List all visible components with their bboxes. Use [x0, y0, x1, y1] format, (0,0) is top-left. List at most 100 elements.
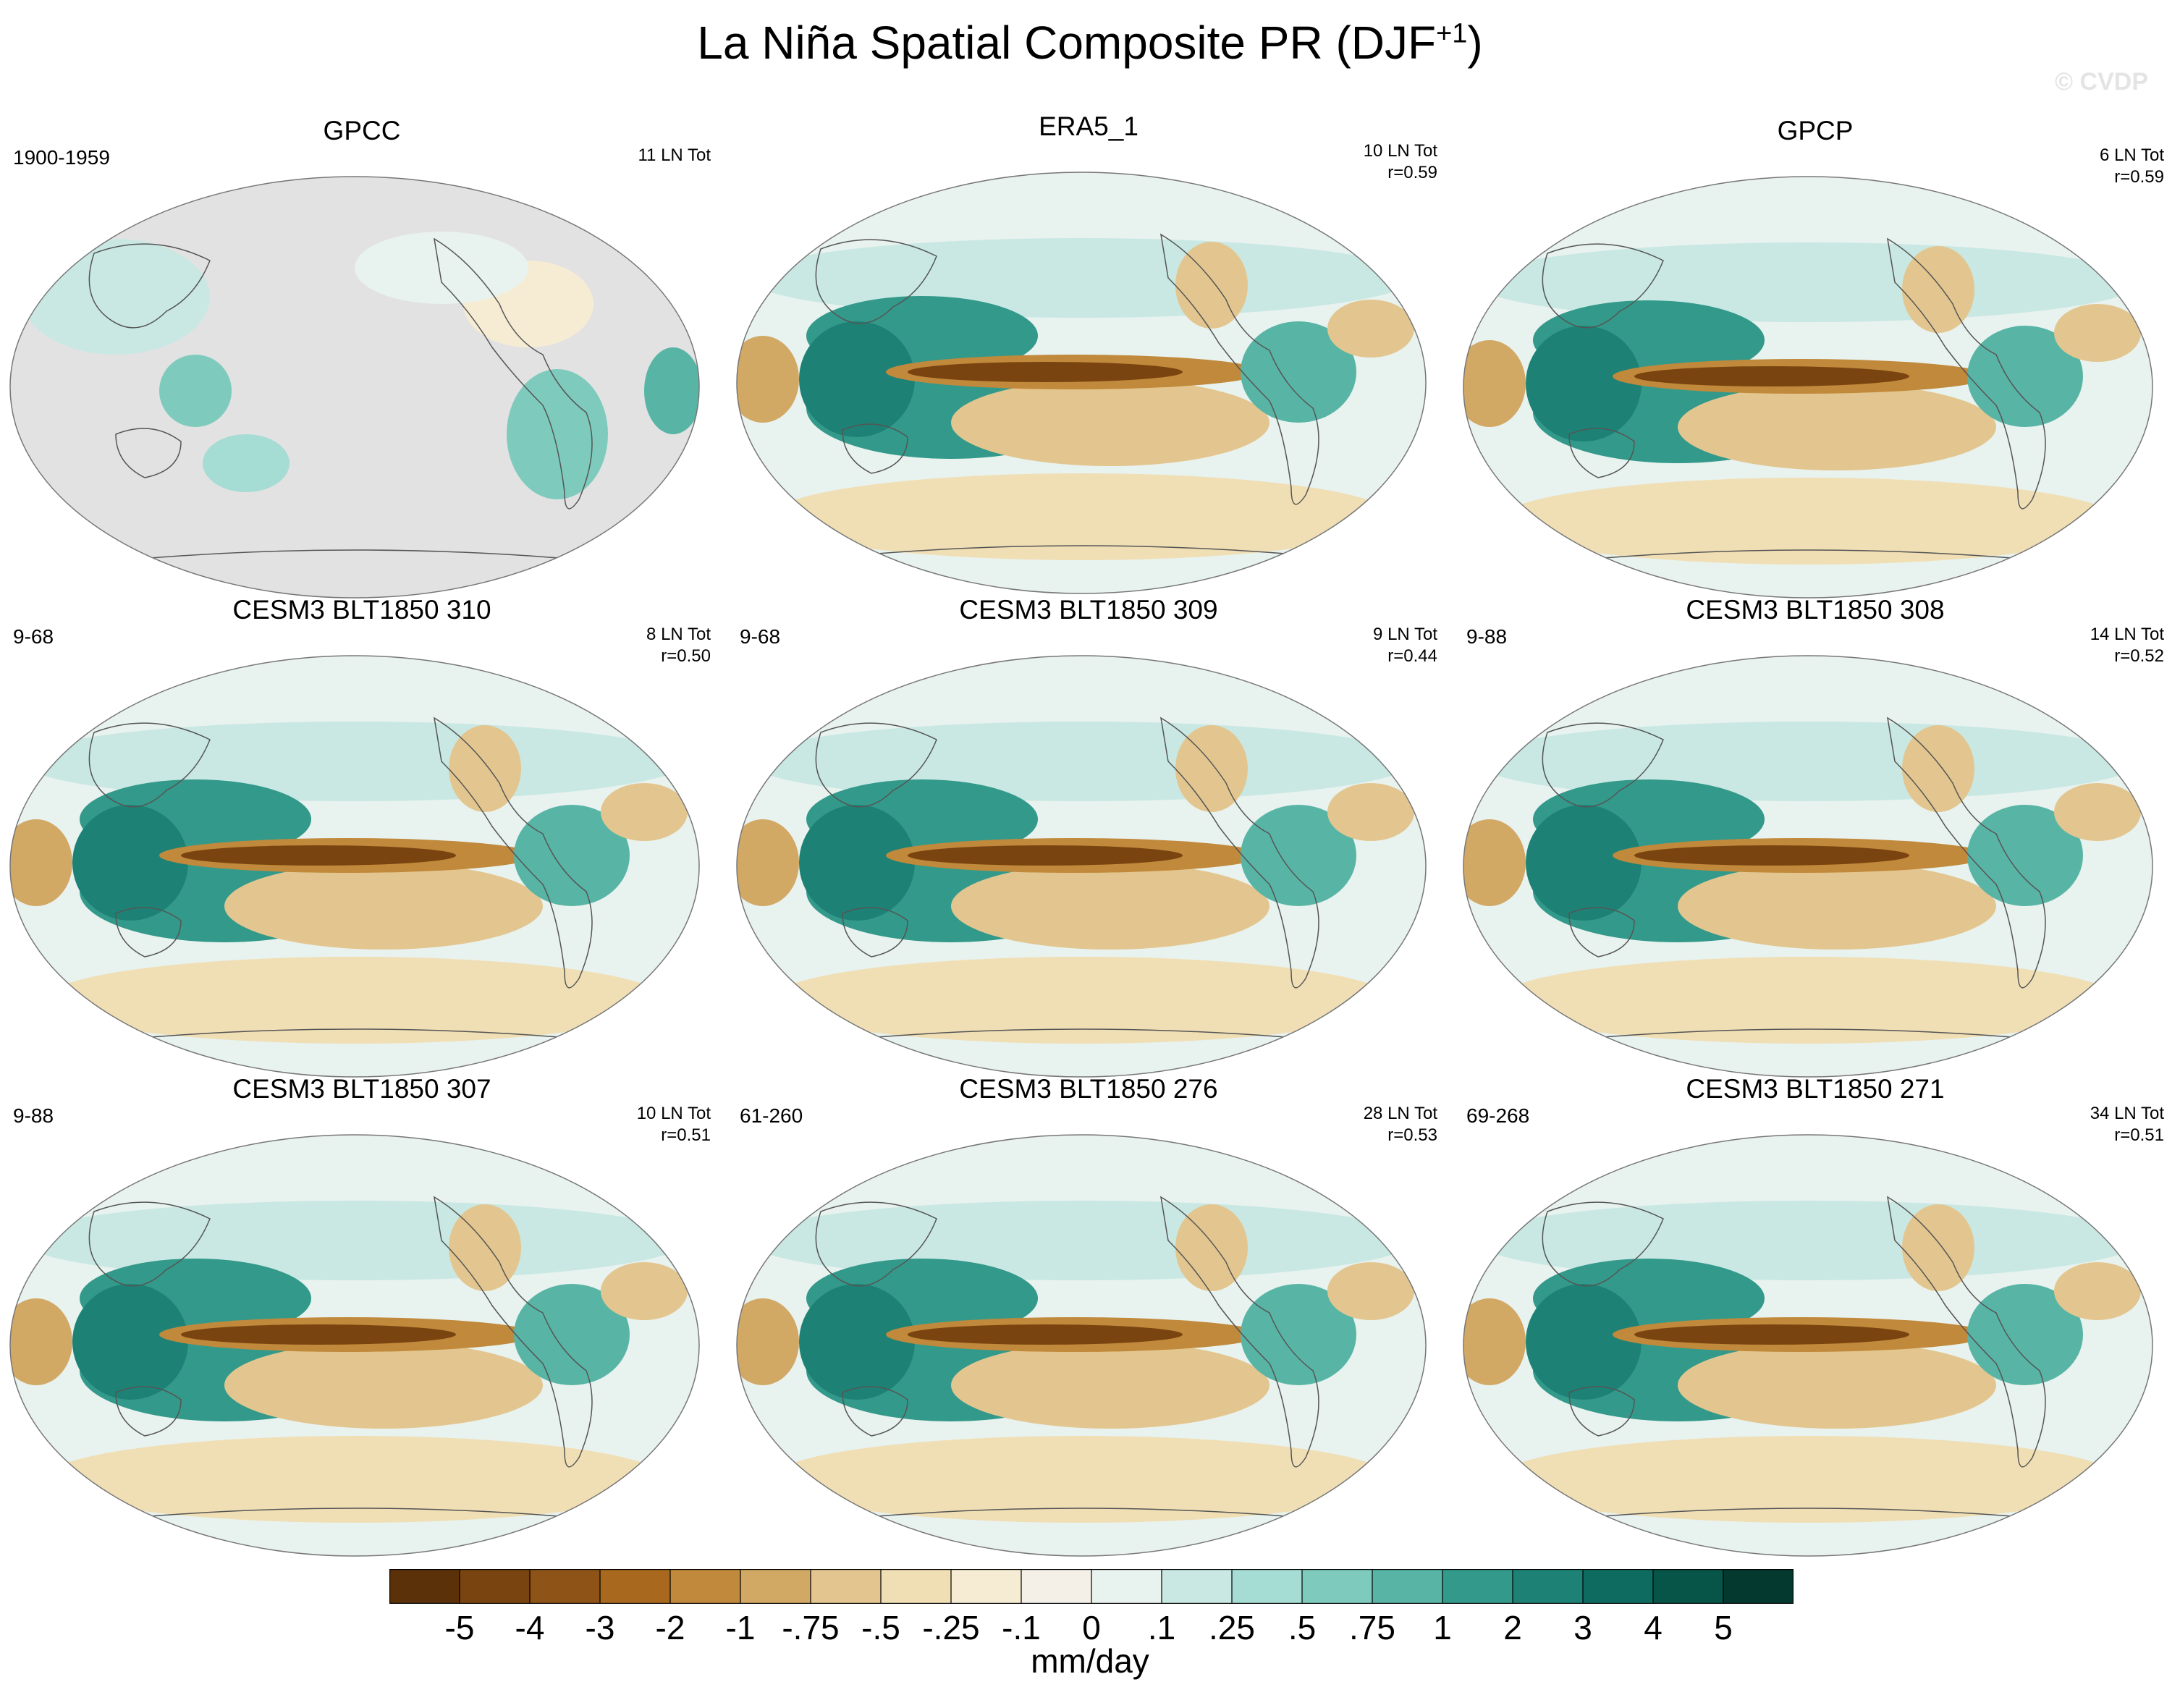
land-anomaly [507, 369, 608, 499]
dry-south-pacific-tongue [224, 1342, 543, 1429]
coastline [115, 428, 182, 478]
panel-stats: 11 LN Tot [638, 145, 711, 166]
dry-south-pacific-tongue [1678, 863, 1996, 950]
panel-correlation: r=0.59 [2114, 167, 2164, 187]
colorbar-tick-label: -.1 [1002, 1609, 1041, 1646]
dry-atlantic-patch [1327, 783, 1414, 841]
panel-correlation: r=0.50 [661, 646, 711, 666]
panel-event-count: 34 LN Tot [2090, 1104, 2164, 1123]
colorbar-swatch [1091, 1569, 1162, 1604]
colorbar-tick-label: 3 [1573, 1609, 1592, 1646]
precip-anomaly-map [1463, 176, 2153, 599]
southern-ocean-dry [43, 1436, 666, 1523]
coastline [1542, 1201, 1664, 1287]
coastline [88, 1201, 211, 1287]
coastline [842, 423, 908, 474]
panel-stats: 6 LN Tot r=0.59 [2100, 145, 2164, 188]
coastline [433, 237, 593, 510]
colorbar-swatch [951, 1569, 1021, 1604]
wet-south-america [1241, 321, 1356, 423]
colorbar-tick-label: 2 [1503, 1609, 1522, 1646]
panel-period: 69-268 [1466, 1104, 1530, 1127]
panel-stats: 10 LN Tot r=0.51 [637, 1103, 711, 1146]
map-panel: ERA5_1 10 LN Tot r=0.59 [727, 111, 1450, 594]
panel-correlation: r=0.59 [1387, 163, 1437, 182]
dry-south-pacific-tongue [951, 379, 1269, 466]
colorbar-tick-label: -2 [655, 1609, 685, 1646]
colorbar-tick-label: .1 [1147, 1609, 1176, 1646]
coastline [1532, 1028, 2084, 1044]
dry-north-america [1175, 242, 1248, 329]
colorbar-tick-label: 5 [1714, 1609, 1733, 1646]
colorbar-swatch [1583, 1569, 1653, 1604]
coastline [842, 1386, 908, 1437]
panel-title: GPCP [1777, 116, 1854, 145]
coastline [1159, 233, 1319, 505]
colorbar-tick-label: -1 [725, 1609, 756, 1646]
colorbar-tick-label: -.5 [861, 1609, 900, 1646]
southern-ocean-dry [1497, 478, 2119, 565]
precip-anomaly-map [736, 655, 1427, 1078]
precip-anomaly-map [1463, 655, 2153, 1078]
dry-indian-ocean [10, 1298, 72, 1385]
panel-correlation: r=0.52 [2114, 646, 2164, 666]
coastline [1886, 716, 2046, 989]
dry-indian-ocean [737, 1298, 799, 1385]
colorbar-tick-label: -.25 [922, 1609, 980, 1646]
wet-south-america [514, 805, 630, 906]
coastline [115, 1386, 182, 1437]
dry-core [1634, 1324, 1909, 1345]
dry-south-pacific-tongue [1678, 384, 1996, 470]
precip-anomaly-map [9, 176, 700, 599]
colorbar-swatch [670, 1569, 740, 1604]
panel-title: GPCC [323, 116, 401, 145]
figure-title: La Niña Spatial Composite PR (DJF+1) [697, 17, 1483, 69]
panel-period: 9-88 [13, 1104, 54, 1127]
panel-period: 1900-1959 [13, 146, 110, 169]
panel-period: 61-260 [740, 1104, 803, 1127]
dry-core [908, 1324, 1183, 1345]
wet-indonesia [799, 321, 915, 437]
coastline [806, 545, 1357, 561]
coastline [433, 1196, 593, 1468]
panel-event-count: 8 LN Tot [646, 625, 711, 644]
panel-event-count: 11 LN Tot [638, 145, 711, 165]
dry-core [908, 362, 1183, 382]
dry-north-america [1902, 246, 1974, 333]
panel-period: 9-68 [13, 625, 54, 648]
colorbar-swatch [1442, 1569, 1513, 1604]
panel-title: CESM3 BLT1850 271 [1686, 1074, 1945, 1104]
colorbar-swatch [1232, 1569, 1302, 1604]
map-border [736, 1134, 1427, 1557]
colorbar-tick-label: -4 [515, 1609, 545, 1646]
colorbar-swatch [1162, 1569, 1232, 1604]
dry-south-pacific-tongue [951, 863, 1269, 950]
panel-event-count: 10 LN Tot [1363, 141, 1437, 161]
southern-ocean-dry [770, 957, 1393, 1044]
dry-north-america [449, 725, 521, 812]
dry-south-pacific-tongue [951, 1342, 1269, 1429]
coastline [815, 722, 937, 808]
colorbar-swatch [530, 1569, 600, 1604]
precip-anomaly-map [9, 655, 700, 1078]
colorbar-swatch [389, 1569, 460, 1604]
panel-stats: 34 LN Tot r=0.51 [2090, 1103, 2164, 1146]
coastline [79, 549, 630, 565]
dry-north-america [1902, 1204, 1974, 1291]
precip-anomaly-map [1463, 1134, 2153, 1557]
wet-south-america [1967, 805, 2083, 906]
wet-south-america [1241, 1284, 1356, 1385]
panel-stats: 10 LN Tot r=0.59 [1364, 140, 1437, 184]
panel-stats: 28 LN Tot r=0.53 [1364, 1103, 1437, 1146]
panel-event-count: 6 LN Tot [2100, 145, 2164, 165]
coastline [1532, 549, 2084, 565]
panel-event-count: 10 LN Tot [636, 1104, 711, 1123]
dry-indian-ocean [737, 819, 799, 906]
dry-south-pacific-tongue [224, 863, 543, 950]
panel-title: CESM3 BLT1850 308 [1686, 595, 1945, 625]
coastline [1542, 722, 1664, 808]
dry-north-america [449, 1204, 521, 1291]
dry-atlantic-patch [1327, 1262, 1414, 1320]
coastline [1159, 716, 1319, 989]
panel-period: 9-88 [1466, 625, 1508, 648]
